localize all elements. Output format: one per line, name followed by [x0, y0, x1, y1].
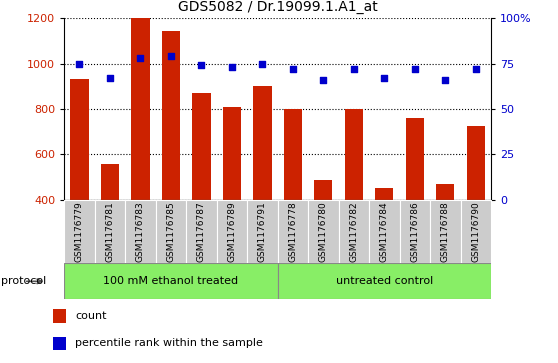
Title: GDS5082 / Dr.19099.1.A1_at: GDS5082 / Dr.19099.1.A1_at	[178, 0, 377, 15]
Bar	[64, 263, 277, 299]
Point	[410, 66, 419, 72]
Bar	[253, 86, 272, 290]
Text: untreated control: untreated control	[336, 276, 433, 286]
Text: percentile rank within the sample: percentile rank within the sample	[75, 338, 263, 348]
Point	[380, 75, 389, 81]
Point	[197, 62, 206, 68]
Bar	[95, 200, 125, 263]
Point	[472, 66, 480, 72]
Point	[105, 75, 114, 81]
Text: GSM1176787: GSM1176787	[197, 201, 206, 262]
Bar	[460, 200, 491, 263]
Text: GSM1176784: GSM1176784	[380, 201, 389, 262]
Bar	[53, 309, 66, 323]
Text: GSM1176780: GSM1176780	[319, 201, 328, 262]
Bar	[430, 200, 460, 263]
Text: GSM1176779: GSM1176779	[75, 201, 84, 262]
Text: GSM1176783: GSM1176783	[136, 201, 145, 262]
Text: count: count	[75, 311, 107, 321]
Bar	[156, 200, 186, 263]
Bar	[339, 200, 369, 263]
Bar	[308, 200, 339, 263]
Bar	[217, 200, 247, 263]
Bar	[406, 118, 424, 290]
Text: GSM1176782: GSM1176782	[349, 201, 358, 262]
Bar	[125, 200, 156, 263]
Text: GSM1176791: GSM1176791	[258, 201, 267, 262]
Text: GSM1176790: GSM1176790	[472, 201, 480, 262]
Bar	[278, 200, 308, 263]
Bar	[64, 200, 95, 263]
Bar	[186, 200, 217, 263]
Bar	[400, 200, 430, 263]
Point	[441, 77, 450, 83]
Point	[319, 77, 328, 83]
Bar	[466, 126, 485, 290]
Text: GSM1176789: GSM1176789	[227, 201, 237, 262]
Text: 100 mM ethanol treated: 100 mM ethanol treated	[103, 276, 238, 286]
Point	[136, 55, 145, 61]
Bar	[375, 188, 393, 290]
Bar	[131, 18, 150, 290]
Text: protocol: protocol	[1, 276, 46, 286]
Point	[258, 61, 267, 66]
Bar	[192, 94, 210, 290]
Point	[75, 61, 84, 66]
Bar	[314, 180, 333, 290]
Bar	[162, 30, 180, 290]
Text: GSM1176785: GSM1176785	[166, 201, 175, 262]
Bar	[223, 107, 241, 290]
Bar	[283, 109, 302, 290]
Bar	[101, 164, 119, 290]
Text: GSM1176778: GSM1176778	[288, 201, 297, 262]
Point	[166, 53, 175, 59]
Bar	[53, 337, 66, 350]
Point	[349, 66, 358, 72]
Bar	[70, 79, 89, 290]
Point	[228, 64, 237, 70]
Text: GSM1176788: GSM1176788	[441, 201, 450, 262]
Point	[288, 66, 297, 72]
Bar	[369, 200, 400, 263]
Text: GSM1176786: GSM1176786	[410, 201, 419, 262]
Bar	[345, 109, 363, 290]
Bar	[247, 200, 277, 263]
Text: GSM1176781: GSM1176781	[105, 201, 114, 262]
Bar	[277, 263, 491, 299]
Bar	[436, 184, 454, 290]
